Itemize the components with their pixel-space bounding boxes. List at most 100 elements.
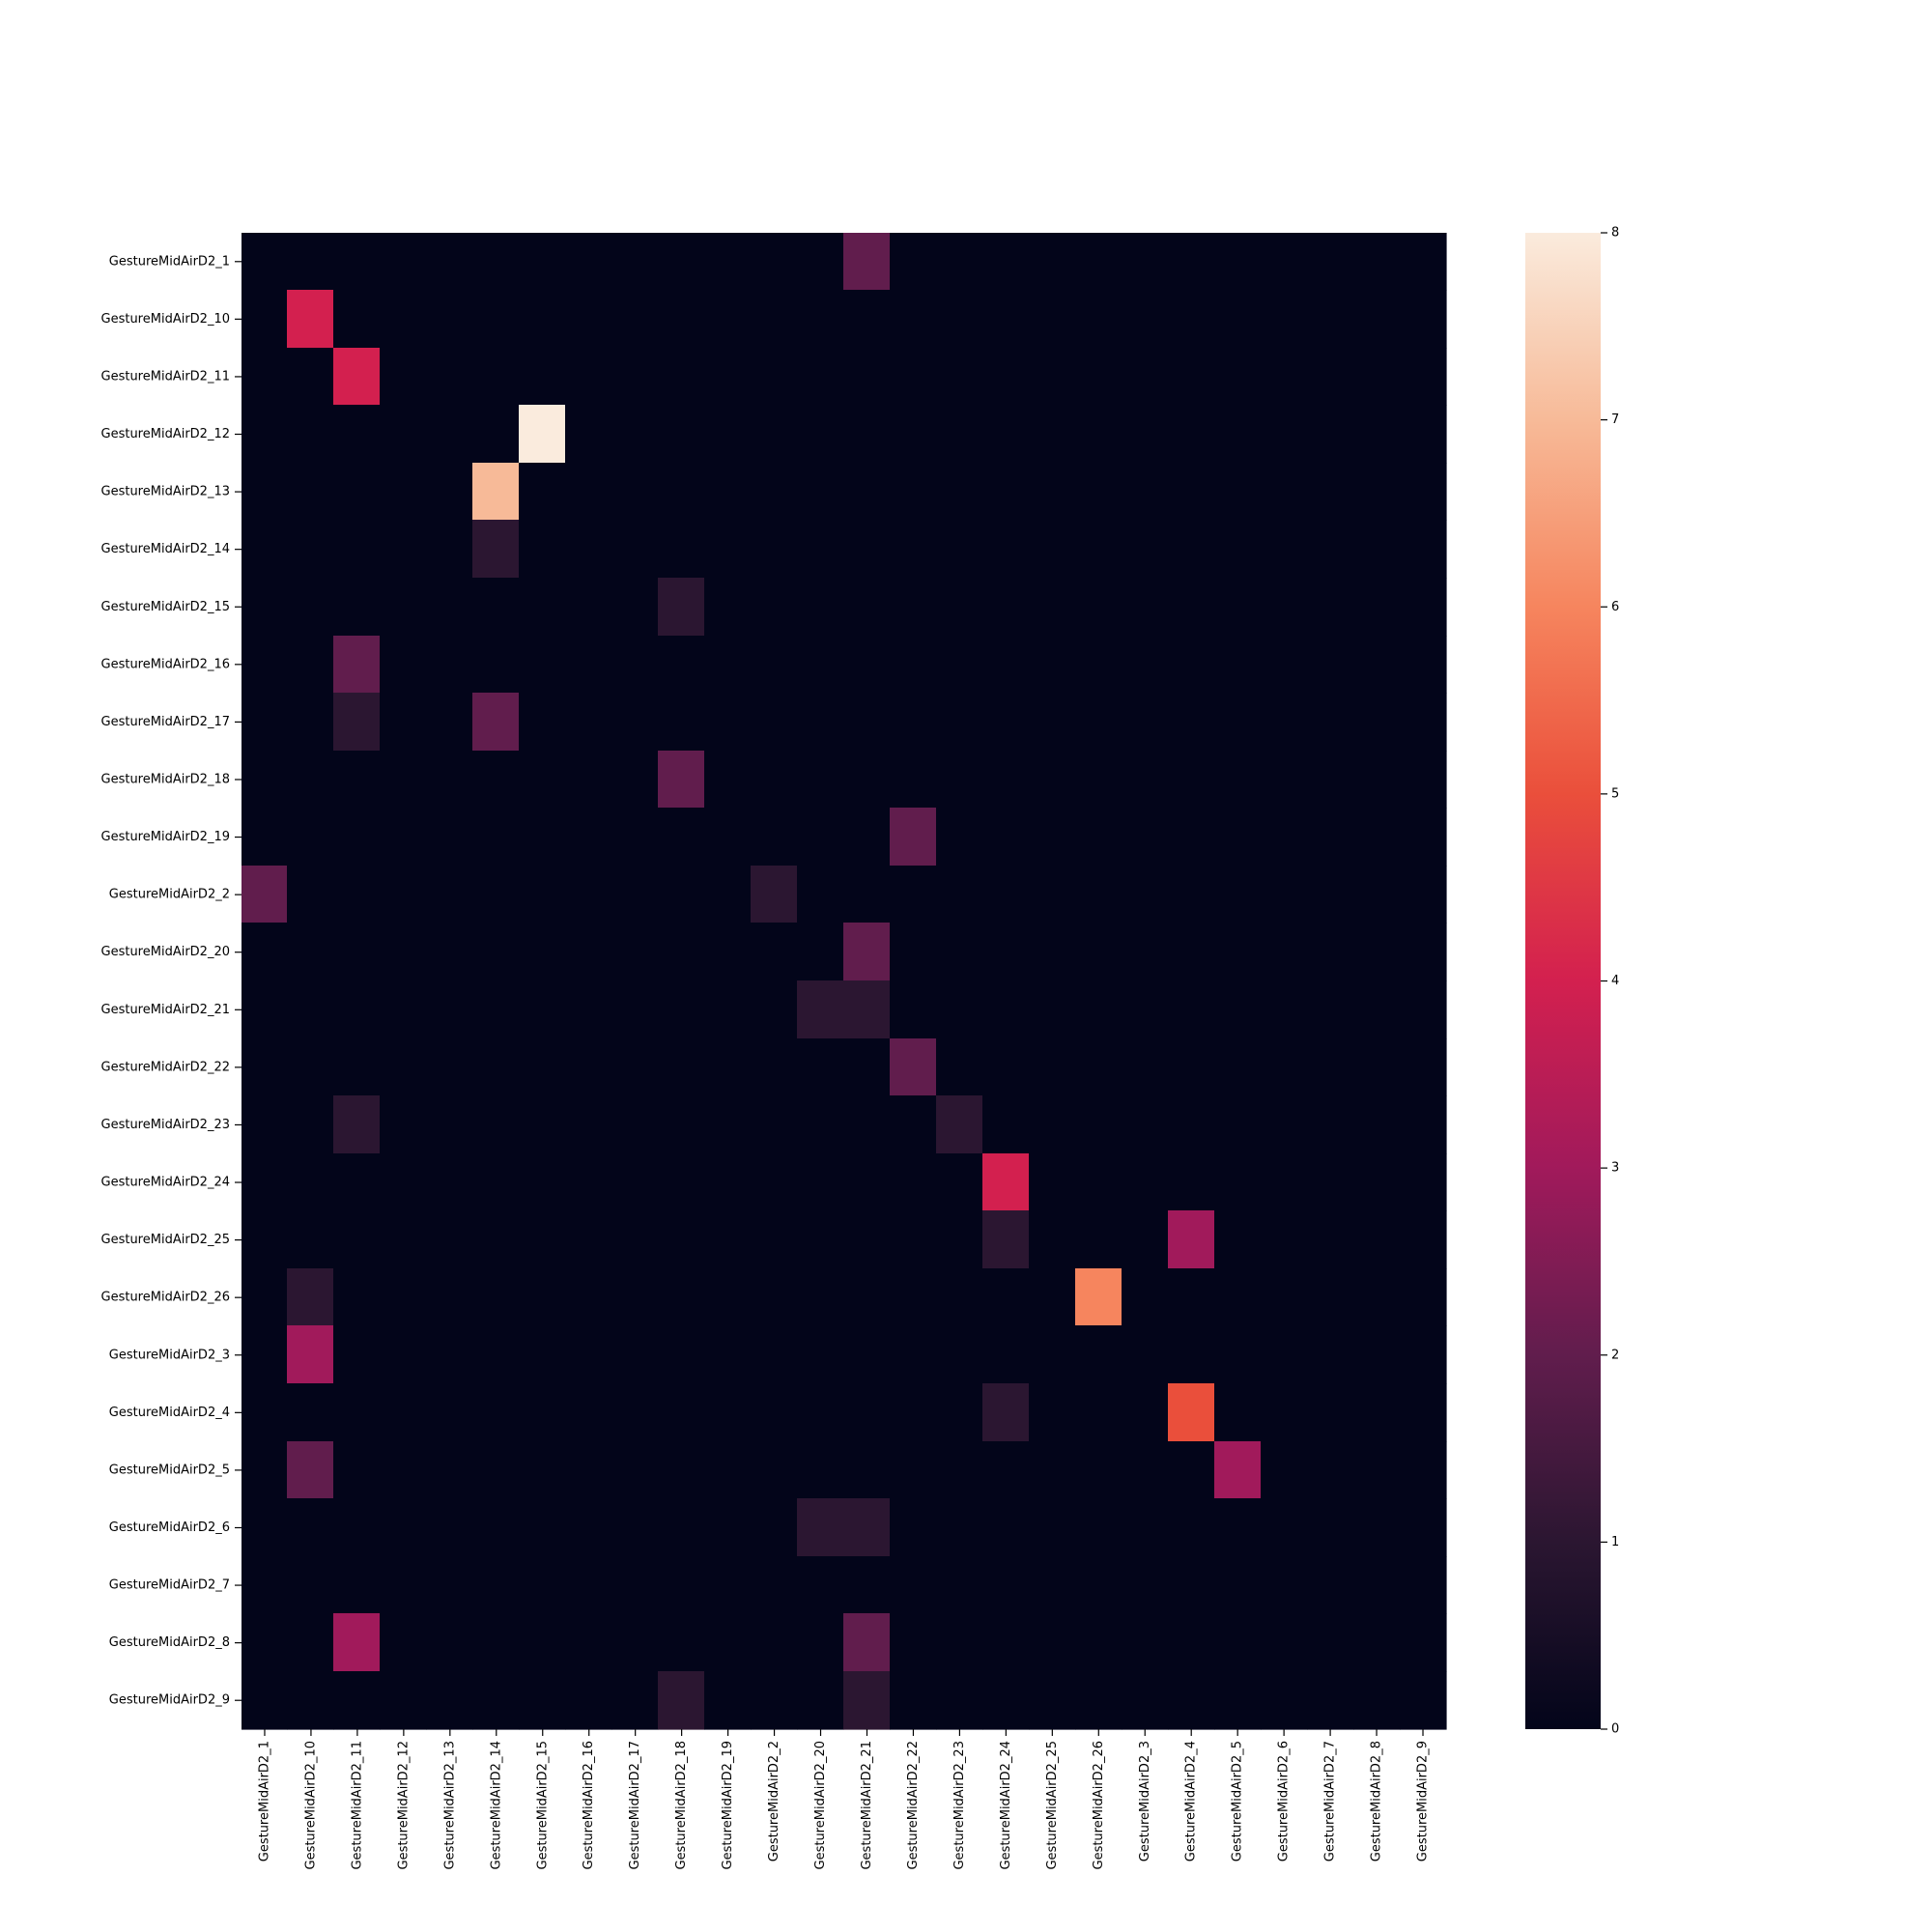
heatmap-cell [982, 636, 1030, 694]
heatmap-cell [565, 693, 612, 752]
heatmap-cell [936, 1210, 983, 1269]
heatmap-cell [565, 520, 612, 579]
heatmap-cell [611, 1153, 659, 1211]
heatmap-cell [1168, 520, 1215, 579]
heatmap-cell [1307, 1383, 1354, 1442]
heatmap-cell [1075, 1441, 1122, 1499]
heatmap-cell [333, 751, 381, 809]
colorbar-tick-label: 3 [1611, 1161, 1619, 1176]
column-tick-label: GestureMidAirD2_10 [303, 1741, 318, 1870]
heatmap-cell [242, 636, 288, 694]
heatmap-cell [843, 1325, 891, 1384]
heatmap-cell [704, 636, 752, 694]
heatmap-cell [751, 1556, 798, 1614]
heatmap-cell [982, 1153, 1030, 1211]
heatmap-cell [1029, 1498, 1076, 1557]
heatmap-cell [843, 1441, 891, 1499]
row-tick-labels: GestureMidAirD2_1 GestureMidAirD2_10 Gestu… [101, 254, 242, 1708]
heatmap-cell [380, 1383, 427, 1442]
heatmap-cell [1307, 1613, 1354, 1672]
heatmap-cell [936, 1268, 983, 1326]
heatmap-cell [1029, 1038, 1076, 1096]
heatmap-cell [936, 1556, 983, 1614]
heatmap-cell [1122, 405, 1169, 464]
heatmap-cell [242, 980, 288, 1039]
heatmap-cell [1075, 1671, 1122, 1730]
heatmap-cell [890, 923, 937, 981]
heatmap-cell [890, 1038, 937, 1096]
heatmap-cell [426, 463, 473, 521]
heatmap-cell [611, 980, 659, 1039]
heatmap-cell [1168, 1441, 1215, 1499]
column-tick-label: GestureMidAirD2_17 [628, 1741, 642, 1870]
heatmap-cell [242, 1325, 288, 1384]
heatmap-cell [1168, 923, 1215, 981]
heatmap-cell [242, 1038, 288, 1096]
heatmap-cell [519, 233, 566, 291]
heatmap-cell [982, 1268, 1030, 1326]
colorbar-tick-label: 2 [1611, 1348, 1619, 1362]
heatmap-cell [936, 693, 983, 752]
heatmap-cell [380, 1268, 427, 1326]
heatmap-cell [1214, 520, 1262, 579]
heatmap-cell [1075, 1153, 1122, 1211]
column-tick-label: GestureMidAirD2_11 [350, 1741, 364, 1870]
heatmap-cell [982, 1325, 1030, 1384]
heatmap-cell [1307, 866, 1354, 923]
heatmap-cell [1168, 1498, 1215, 1557]
heatmap-cell [519, 980, 566, 1039]
heatmap-cell [843, 1498, 891, 1557]
heatmap-cell [287, 1671, 334, 1730]
heatmap-cell [1168, 348, 1215, 406]
heatmap-cell [611, 1268, 659, 1326]
heatmap-cell [333, 1671, 381, 1730]
column-tick-labels: GestureMidAirD2_1 GestureMidAirD2_10 Gestu… [257, 1729, 1431, 1870]
heatmap-cell [890, 233, 937, 291]
colorbar-tick-label: 5 [1611, 786, 1619, 801]
heatmap-cell [843, 463, 891, 521]
heatmap-cell [797, 578, 844, 637]
heatmap-cell [843, 923, 891, 981]
row-tick-label: GestureMidAirD2_22 [101, 1060, 231, 1074]
heatmap-cell [797, 1153, 844, 1211]
row-tick-label: GestureMidAirD2_2 [109, 888, 230, 902]
heatmap-cell [287, 290, 334, 349]
heatmap-cell [658, 290, 705, 349]
heatmap-cell [426, 1498, 473, 1557]
heatmap-cell [1307, 1153, 1354, 1211]
heatmap-cell [751, 1038, 798, 1096]
heatmap-cell [1307, 980, 1354, 1039]
heatmap-cell [843, 808, 891, 867]
heatmap-cell [704, 1613, 752, 1672]
heatmap-cell [519, 348, 566, 406]
heatmap-cell [658, 1325, 705, 1384]
heatmap-cell [472, 1095, 520, 1154]
heatmap-cell [472, 1613, 520, 1672]
heatmap-cell [611, 693, 659, 752]
heatmap-cell [611, 1095, 659, 1154]
heatmap-cell [1214, 1498, 1262, 1557]
heatmap-cell [1029, 1095, 1076, 1154]
heatmap-cell [1400, 578, 1447, 637]
heatmap-cell [565, 1383, 612, 1442]
row-tick-label: GestureMidAirD2_1 [109, 254, 230, 269]
heatmap-cell [936, 290, 983, 349]
heatmap-cell [1261, 923, 1308, 981]
heatmap-cell [658, 1268, 705, 1326]
heatmap-cell [1400, 1556, 1447, 1614]
heatmap-cell [1029, 1383, 1076, 1442]
heatmap-cell [611, 348, 659, 406]
heatmap-cell [380, 866, 427, 923]
heatmap-cell [333, 980, 381, 1039]
heatmap-cell [936, 980, 983, 1039]
heatmap-cell [380, 578, 427, 637]
heatmap-cell [843, 348, 891, 406]
heatmap-cell [472, 348, 520, 406]
row-tick-label: GestureMidAirD2_5 [109, 1463, 230, 1477]
heatmap-cell [333, 463, 381, 521]
heatmap-cell [1353, 1210, 1401, 1269]
row-tick-label: GestureMidAirD2_23 [101, 1118, 231, 1132]
heatmap-cell [1353, 751, 1401, 809]
heatmap-cell [1214, 578, 1262, 637]
heatmap-cell [1075, 578, 1122, 637]
